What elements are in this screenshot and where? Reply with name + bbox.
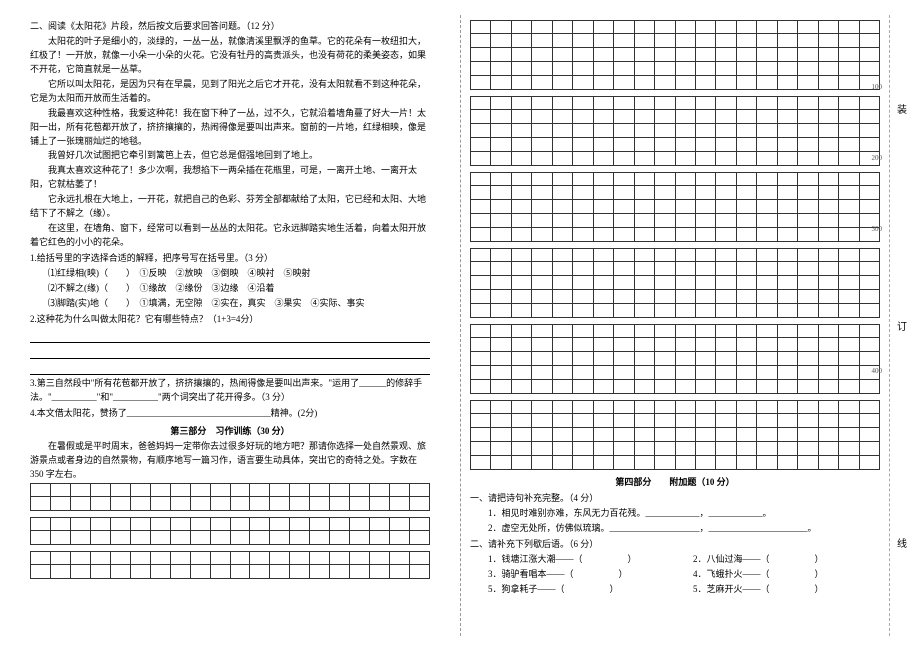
add-q2f: 5．芝麻开火——（ ） [675,583,880,597]
left-column: 二、阅读《太阳花》片段，然后按文后要求回答问题。（12 分） 太阳花的叶子是细小… [0,0,460,651]
passage-p3: 我最喜欢这种性格，我爱这种花！我在窗下种了一丛，过不久，它就沿着墙角蔓了好大一片… [30,107,430,149]
answer-line [30,361,430,375]
side-char-c: 线 [893,538,908,548]
q3: 3.第三自然段中"所有花苞都开放了，挤挤攘攘的，热闹得像是要叫出声来。"运用了_… [30,377,430,405]
q1: 1.给括号里的字选择合适的解释，把序号写在括号里。（3 分） [30,252,430,266]
essay-prompt: 在暑假或是平时周末，爸爸妈妈一定带你去过很多好玩的地方吧？那请你选择一处自然景观… [30,440,430,482]
passage-p5: 我真太喜欢这种花了！多少次啊，我想掐下一两朵插在花瓶里，可是，一离开土地、一离开… [30,164,430,192]
essay-grid-right: 100 200 300 400 [470,20,880,470]
q1-opt-c: ⑶脚踏(实)地（ ） ①填满，无空隙 ②实在，真实 ③果实 ④实际、事实 [30,297,430,311]
passage-p4: 我曾好几次试图把它牵引到篱笆上去，但它总是倔强地回到了地上。 [30,149,430,163]
answer-line [30,345,430,359]
side-char-a: 装 [893,104,908,114]
reading-heading: 二、阅读《太阳花》片段，然后按文后要求回答问题。（12 分） [30,20,430,34]
section4-title: 第四部分 附加题（10 分） [470,476,880,490]
passage-p2: 它所以叫太阳花，是因为只有在早晨，见到了阳光之后它才开花，没有太阳就看不到这种花… [30,78,430,106]
q4: 4.本文借太阳花，赞扬了____________________________… [30,407,430,421]
add-q1: 一、请把诗句补充完整。（4 分） [470,492,880,506]
add-q2c: 3．骑驴看唱本——（ ） [470,568,675,582]
add-q2: 二、请补充下列歇后语。（6 分） [470,538,880,552]
q1-opt-b: ⑵不解之(缘)（ ） ①缘故 ②缘份 ③边缘 ④沿着 [30,282,430,296]
add-q1a: 1．相见时难别亦难，东风无力百花残。____________，_________… [470,507,880,521]
q1-opt-a: ⑴红绿相(映)（ ） ①反映 ②放映 ③倒映 ④映衬 ⑤映射 [30,267,430,281]
right-column: 100 200 300 400 第四部分 附加题（10 分） 一、请把诗句补充完整。（… [460,0,920,651]
section3-title: 第三部分 习作训练（30 分） [30,425,430,439]
passage-p7: 在这里，在墙角、窗下，经常可以看到一丛丛的太阳花。它永远脚踏实地生活着，向着太阳… [30,222,430,250]
char-count-mark: 200 [872,154,883,162]
add-q2e: 5．狗拿耗子——（ ） [470,583,675,597]
q2: 2.这种花为什么叫做太阳花？它有哪些特点？（1+3=4分） [30,313,430,327]
add-q1b: 2．虚空无处所，仿佛似琉璃。____________________，_____… [470,522,880,536]
passage-p6: 它永远扎根在大地上，一开花，就把自己的色彩、芬芳全部都献给了太阳，它已经和太阳、… [30,193,430,221]
passage-p1: 太阳花的叶子是细小的，淡绿的，一丛一丛，就像清溪里飘浮的鱼草。它的花朵有一枚纽扣… [30,35,430,77]
side-char-b: 订 [893,321,908,331]
binding-marks: 装 订 线 [888,0,912,651]
essay-grid-left [30,483,430,579]
add-q2b: 2．八仙过海——（ ） [675,553,880,567]
char-count-mark: 100 [872,83,883,91]
add-q2d: 4．飞蛾扑火——（ ） [675,568,880,582]
char-count-mark: 400 [872,367,883,375]
answer-line [30,329,430,343]
char-count-mark: 300 [872,225,883,233]
add-q2a: 1．钱塘江涨大潮——（ ） [470,553,675,567]
